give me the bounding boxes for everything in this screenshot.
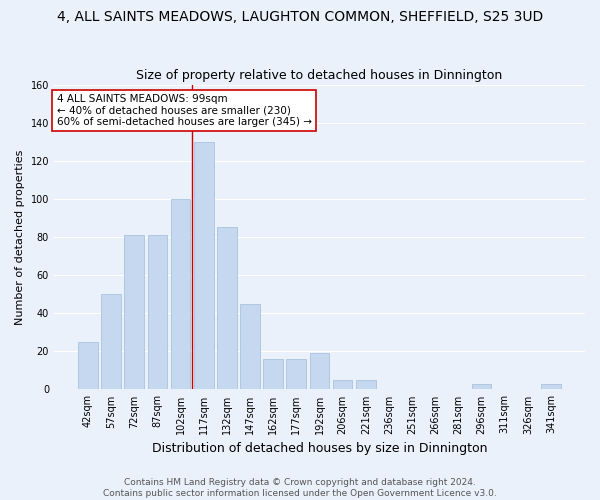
Bar (148, 235, 167, 390)
Bar (472, 384, 491, 390)
Bar (356, 380, 376, 390)
Bar (217, 228, 236, 390)
Text: 4 ALL SAINTS MEADOWS: 99sqm
← 40% of detached houses are smaller (230)
60% of se: 4 ALL SAINTS MEADOWS: 99sqm ← 40% of det… (56, 94, 311, 127)
Bar (101, 294, 121, 390)
Y-axis label: Number of detached properties: Number of detached properties (15, 150, 25, 324)
Bar (194, 142, 214, 390)
X-axis label: Distribution of detached houses by size in Dinnington: Distribution of detached houses by size … (152, 442, 487, 455)
Bar (170, 199, 190, 390)
Bar (124, 235, 144, 390)
Bar (240, 304, 260, 390)
Bar (263, 359, 283, 390)
Title: Size of property relative to detached houses in Dinnington: Size of property relative to detached ho… (136, 69, 503, 82)
Bar (333, 380, 352, 390)
Text: 4, ALL SAINTS MEADOWS, LAUGHTON COMMON, SHEFFIELD, S25 3UD: 4, ALL SAINTS MEADOWS, LAUGHTON COMMON, … (57, 10, 543, 24)
Text: Contains HM Land Registry data © Crown copyright and database right 2024.
Contai: Contains HM Land Registry data © Crown c… (103, 478, 497, 498)
Bar (541, 384, 561, 390)
Bar (286, 359, 306, 390)
Bar (310, 353, 329, 390)
Bar (78, 342, 98, 390)
